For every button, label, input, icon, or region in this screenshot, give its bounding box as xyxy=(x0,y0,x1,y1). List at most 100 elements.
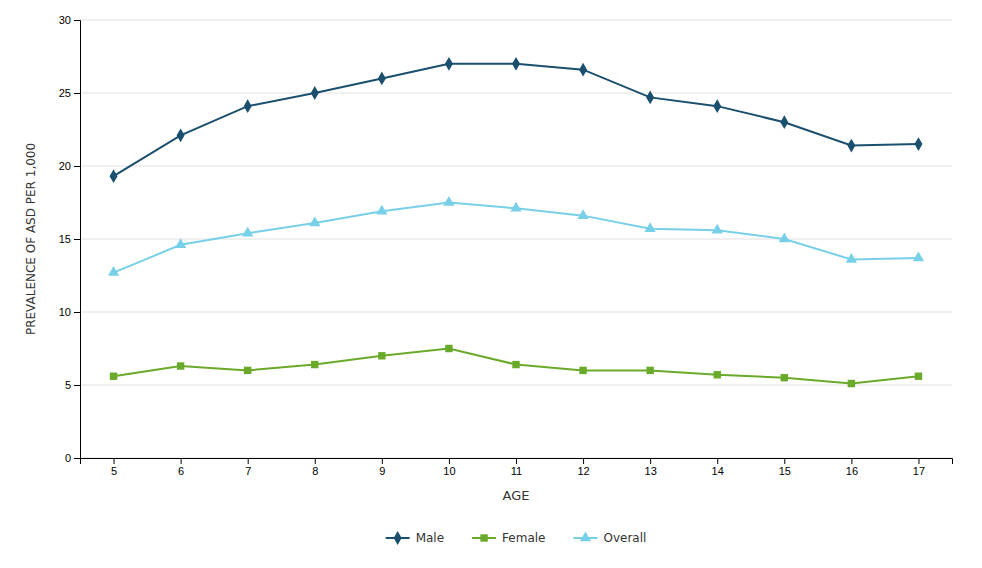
x-tick-label: 17 xyxy=(913,465,925,477)
x-tick-label: 9 xyxy=(379,465,385,477)
point xyxy=(646,367,653,374)
series-line xyxy=(114,64,919,176)
point xyxy=(577,209,588,219)
x-tick: 6 xyxy=(178,458,184,477)
point xyxy=(311,86,319,100)
point xyxy=(512,361,519,368)
legend-label: Male xyxy=(416,531,444,545)
y-tick: 15 xyxy=(59,233,80,245)
point xyxy=(177,362,184,369)
x-tick-label: 14 xyxy=(712,465,724,477)
legend: Male Female Overall xyxy=(386,531,647,545)
y-tick-mark xyxy=(74,385,80,386)
legend-label: Female xyxy=(502,531,545,545)
x-tick: 14 xyxy=(712,458,724,477)
x-tick-label: 7 xyxy=(245,465,251,477)
plot-area xyxy=(108,57,924,387)
x-tick-label: 16 xyxy=(846,465,858,477)
point xyxy=(779,232,790,242)
point xyxy=(646,90,654,104)
x-tick-mark xyxy=(918,458,919,464)
point xyxy=(244,99,252,113)
x-tick-label: 12 xyxy=(577,465,589,477)
point xyxy=(108,266,119,276)
grid-line xyxy=(80,20,952,21)
x-tick: 16 xyxy=(846,458,858,477)
point xyxy=(579,63,587,77)
point xyxy=(579,367,586,374)
y-axis: 051015202530 xyxy=(59,14,81,464)
point xyxy=(915,373,922,380)
point xyxy=(913,251,924,261)
point xyxy=(443,196,454,206)
x-tick: 7 xyxy=(245,458,251,477)
x-tick: 17 xyxy=(913,458,925,477)
x-tick-mark xyxy=(449,458,450,464)
x-tick: 10 xyxy=(443,458,455,477)
x-tick: 9 xyxy=(379,458,385,477)
x-tick-mark xyxy=(717,458,718,464)
point xyxy=(175,238,186,248)
grid xyxy=(80,20,952,458)
x-tick: 11 xyxy=(511,458,522,477)
y-tick-label: 15 xyxy=(59,233,71,245)
x-tick-mark xyxy=(181,458,182,464)
y-tick: 5 xyxy=(65,379,80,391)
legend-swatch-marker xyxy=(580,531,591,541)
x-tick-mark xyxy=(315,458,316,464)
x-tick: 5 xyxy=(111,458,117,477)
x-tick-mark xyxy=(784,458,785,464)
point xyxy=(242,227,253,237)
grid-line xyxy=(80,312,952,313)
y-tick-mark xyxy=(74,20,80,21)
y-tick: 0 xyxy=(65,452,80,464)
x-tick-label: 13 xyxy=(645,465,657,477)
point xyxy=(378,71,386,85)
x-tick-mark xyxy=(650,458,651,464)
point xyxy=(311,361,318,368)
x-tick-label: 11 xyxy=(511,465,522,477)
point xyxy=(376,205,387,215)
grid-line xyxy=(80,93,952,94)
x-tick-label: 5 xyxy=(111,465,117,477)
y-tick: 25 xyxy=(59,87,80,99)
legend-swatch-marker xyxy=(480,534,487,541)
x-tick-mark xyxy=(382,458,383,464)
y-tick: 30 xyxy=(59,14,80,26)
y-tick-mark xyxy=(74,458,80,459)
x-tick-mark xyxy=(851,458,852,464)
y-tick-mark xyxy=(74,166,80,167)
x-tick-label: 6 xyxy=(178,465,184,477)
x-tick-label: 10 xyxy=(443,465,455,477)
point xyxy=(244,367,251,374)
point xyxy=(914,137,922,151)
x-tick-mark xyxy=(114,458,115,464)
grid-line xyxy=(80,166,952,167)
point xyxy=(780,115,788,129)
legend-label: Overall xyxy=(603,531,646,545)
point xyxy=(645,222,656,232)
point xyxy=(510,202,521,212)
y-tick-mark xyxy=(74,93,80,94)
point xyxy=(846,253,857,263)
legend-item: Overall xyxy=(573,531,646,545)
series-line xyxy=(114,203,919,273)
series-line xyxy=(114,349,919,384)
x-tick-label: 15 xyxy=(779,465,791,477)
y-tick-mark xyxy=(74,312,80,313)
point xyxy=(378,352,385,359)
point xyxy=(712,224,723,234)
legend-item: Female xyxy=(472,531,545,545)
x-axis: 567891011121314151617 xyxy=(81,458,953,477)
y-axis-title: PREVALENCE OF ASD PER 1,000 xyxy=(24,143,38,335)
point xyxy=(512,57,520,71)
grid-line xyxy=(80,385,952,386)
y-tick-mark xyxy=(74,239,80,240)
x-tick: 12 xyxy=(577,458,589,477)
x-tick-mark xyxy=(248,458,249,464)
y-tick-label: 20 xyxy=(59,160,71,172)
y-tick-label: 30 xyxy=(59,14,71,26)
x-tick-mark xyxy=(583,458,584,464)
y-tick-label: 5 xyxy=(65,379,71,391)
point xyxy=(445,57,453,71)
